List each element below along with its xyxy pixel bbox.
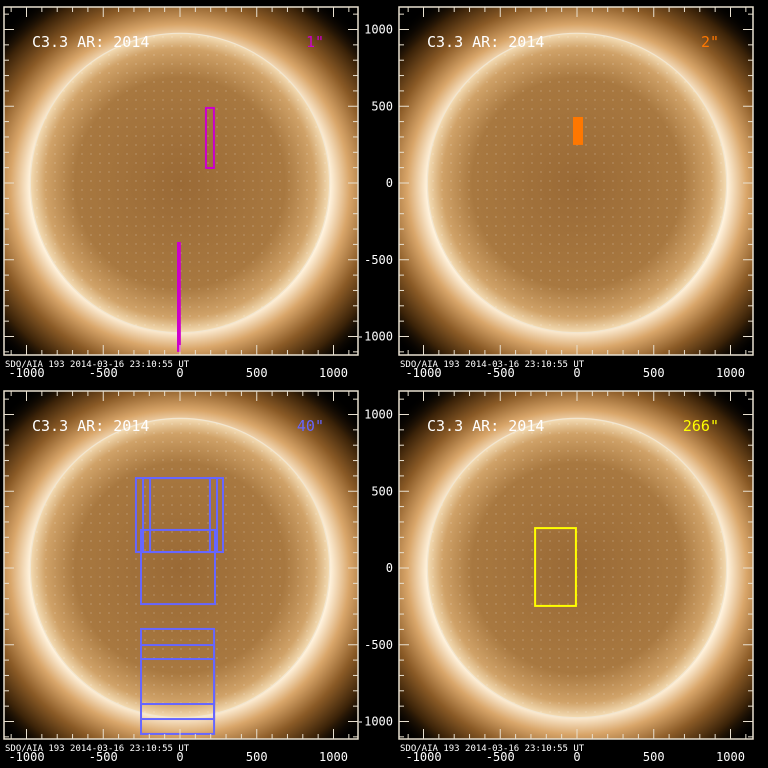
x-tick-label: -1000 [8, 750, 44, 764]
x-tick-label: 0 [573, 366, 580, 380]
resolution-label: 1" [306, 33, 324, 51]
resolution-label: 2" [701, 33, 719, 51]
instrument-footer: SDO/AIA 193 2014-03-16 23:10:55 UT [5, 360, 190, 370]
x-tick-label: -1000 [8, 366, 44, 380]
x-tick-label: -500 [89, 366, 118, 380]
x-tick-label: 1000 [716, 366, 745, 380]
y-tick-label: 500 [371, 484, 393, 498]
axes-box [3, 6, 359, 356]
heliographic-grid [427, 33, 727, 333]
x-tick-label: 0 [176, 366, 183, 380]
sun-image [399, 7, 753, 355]
x-tick-label: -1000 [405, 366, 441, 380]
heliographic-grid [30, 33, 330, 333]
panel-4: -1000 -500 0 500 1000 1000 500 0 -500 -1000 C3.3 A… [357, 390, 754, 764]
fov-box [140, 658, 216, 735]
sun-image [4, 7, 358, 355]
axes-box [398, 6, 754, 356]
panel-title: C3.3 AR: 2014 [427, 33, 544, 51]
x-tick-label: 1000 [716, 750, 745, 764]
y-tick-label: -500 [364, 253, 393, 267]
resolution-label: 266" [683, 417, 719, 435]
instrument-footer: SDO/AIA 193 2014-03-16 23:10:55 UT [400, 360, 585, 370]
fov-box-filled [573, 116, 583, 145]
y-tick-label: 0 [386, 561, 393, 575]
limb-circle [29, 417, 331, 719]
panel-title: C3.3 AR: 2014 [32, 33, 149, 51]
fov-box [149, 477, 224, 554]
x-tick-label: 500 [246, 366, 268, 380]
sun-image [4, 391, 358, 739]
y-tick-label: -1000 [357, 715, 393, 729]
heliographic-grid [30, 418, 330, 718]
y-tick-label: 500 [371, 99, 393, 113]
resolution-label: 40" [297, 417, 324, 435]
x-tick-label: 0 [176, 750, 183, 764]
x-tick-label: 500 [246, 750, 268, 764]
panel-title: C3.3 AR: 2014 [427, 417, 544, 435]
instrument-footer: SDO/AIA 193 2014-03-16 23:10:55 UT [400, 744, 585, 754]
y-tick-label: -500 [364, 638, 393, 652]
y-tick-label: 1000 [364, 408, 393, 422]
x-tick-label: 500 [643, 366, 665, 380]
limb-circle [426, 32, 728, 334]
x-tick-label: 1000 [319, 750, 348, 764]
fov-box [204, 106, 215, 169]
limb-circle [426, 417, 728, 719]
instrument-footer: SDO/AIA 193 2014-03-16 23:10:55 UT [5, 744, 190, 754]
axes-box [398, 390, 754, 740]
fov-box [534, 527, 577, 607]
x-tick-label: -500 [89, 750, 118, 764]
fov-box [140, 528, 216, 606]
y-tick-label: 0 [386, 176, 393, 190]
axes-box [3, 390, 359, 740]
x-tick-label: -500 [486, 750, 515, 764]
x-tick-label: 1000 [319, 366, 348, 380]
x-tick-label: 0 [573, 750, 580, 764]
panel-title: C3.3 AR: 2014 [32, 417, 149, 435]
y-tick-label: 1000 [364, 23, 393, 37]
y-tick-label: -1000 [357, 330, 393, 344]
x-tick-label: 500 [643, 750, 665, 764]
x-tick-label: -1000 [405, 750, 441, 764]
panel-2: -1000 -500 0 500 1000 1000 500 0 -500 -1000 C3.3 A… [357, 6, 754, 380]
sun-image [399, 391, 753, 739]
x-tick-label: -500 [486, 366, 515, 380]
heliographic-grid [427, 418, 727, 718]
